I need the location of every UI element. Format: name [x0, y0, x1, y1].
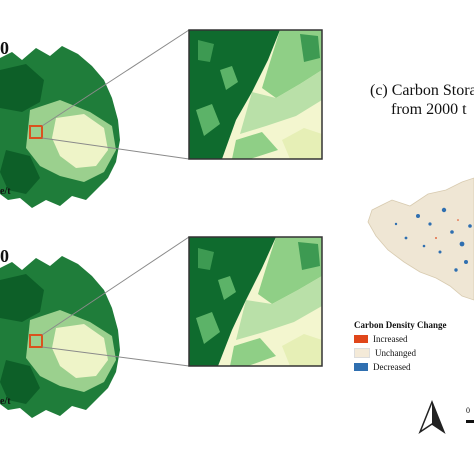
increased-patches [435, 219, 459, 239]
zoom-frame-b [188, 236, 323, 367]
connector-line-b-bottom [41, 346, 190, 367]
map-panel-a [0, 29, 190, 208]
panel-a-unit-label: e/t [0, 186, 11, 197]
scale-bar [466, 420, 474, 423]
connector-line-b-top [41, 236, 190, 336]
forest-patch-a-2 [0, 150, 40, 194]
zoom-frame-a [188, 29, 323, 160]
panel-b-unit-label: e/t [0, 396, 11, 407]
legend-swatch-increased [354, 335, 368, 343]
legend-label-unchanged: Unchanged [375, 348, 416, 358]
pale-area-b [52, 324, 108, 378]
scale-label: 0 [466, 406, 470, 415]
highlight-box-b [29, 334, 43, 348]
legend-swatch-unchanged [354, 348, 370, 358]
panel-a-year-label: 0 [0, 38, 9, 58]
legend-swatch-decreased [354, 363, 368, 371]
north-arrow-icon [418, 399, 446, 434]
legend-item-increased: Increased [354, 334, 407, 344]
zoom-inset-a [189, 30, 322, 159]
forest-patch-b [0, 274, 44, 322]
legend-label-increased: Increased [373, 334, 408, 344]
panel-c-title-line1: (c) Carbon Stora [370, 82, 474, 99]
highlight-box-a [29, 125, 43, 139]
decreased-patches [394, 207, 472, 272]
connector-line-a-bottom [41, 137, 190, 160]
connector-line-a-top [41, 29, 190, 127]
change-region-shape [367, 177, 474, 301]
panel-c-title-line2: from 2000 t [391, 101, 467, 118]
legend-item-unchanged: Unchanged [354, 348, 416, 358]
legend-item-decreased: Decreased [354, 362, 410, 372]
change-map-panel-c [367, 177, 474, 301]
forest-patch-b-2 [0, 360, 40, 404]
map-panel-b [0, 236, 190, 418]
pale-area-a [52, 114, 108, 168]
forest-patch-a [0, 64, 44, 112]
legend: Carbon Density Change Increased Unchange… [354, 320, 472, 380]
legend-title: Carbon Density Change [354, 320, 447, 330]
panel-b-year-label: 0 [0, 246, 9, 266]
zoom-inset-b [189, 237, 322, 366]
legend-label-decreased: Decreased [373, 362, 411, 372]
